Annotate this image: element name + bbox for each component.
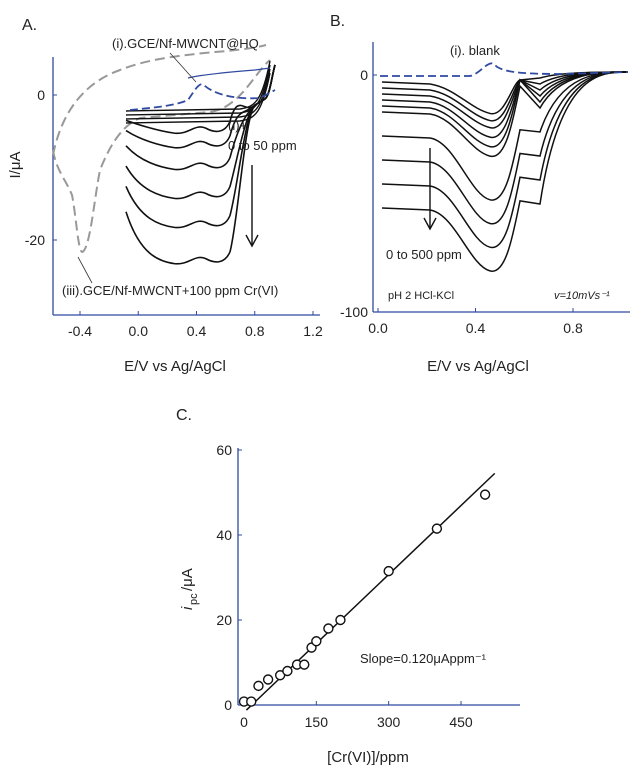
panel-b-analyte-curve bbox=[381, 71, 629, 249]
panel-a-legend-iii-pointer bbox=[77, 256, 93, 284]
panel-c-slope-note: Slope=0.120μAppm⁻¹ bbox=[360, 651, 487, 666]
panel-b-curves bbox=[380, 62, 629, 272]
panel-c-y-label-unit: /μA bbox=[179, 568, 196, 591]
panel-b-annot-scanrate: v=10mVs⁻¹ bbox=[554, 290, 610, 302]
panel-a-curves bbox=[52, 44, 276, 265]
panel-a-annot-i-plus: (i)+ bbox=[228, 118, 247, 133]
panel-b-analyte-curve bbox=[381, 71, 629, 225]
panel-a-x-tick-label: -0.4 bbox=[68, 323, 92, 339]
panel-a-y-tick-label: 0 bbox=[37, 87, 45, 103]
panel-b-blank-curve bbox=[380, 62, 629, 77]
panel-c-data-point bbox=[253, 680, 264, 692]
panel-b-label: B. bbox=[330, 13, 345, 30]
panel-c-data-point bbox=[383, 565, 394, 577]
panel-a-x-tick-label: 0.8 bbox=[245, 323, 265, 339]
panel-a-arrow-head bbox=[245, 234, 259, 248]
panel-b-annot-range: 0 to 500 ppm bbox=[386, 247, 462, 262]
panel-a-x-tick-label: 0.0 bbox=[129, 323, 149, 339]
panel-b-legend-blank: (i). blank bbox=[450, 43, 500, 58]
panel-c-data-point bbox=[262, 674, 274, 685]
panel-c-y-tick-label: 40 bbox=[216, 527, 232, 543]
panel-a-hq-solid bbox=[187, 67, 271, 79]
panel-c-y-label: i pc /μA bbox=[179, 568, 200, 610]
panel-b-arrow-head bbox=[423, 217, 437, 231]
panel-c-x-tick-label: 0 bbox=[240, 714, 248, 730]
panel-b-x-tick-label: 0.0 bbox=[368, 320, 388, 336]
panel-b-annot-ph: pH 2 HCl-KCl bbox=[388, 290, 454, 302]
panel-a-cr-curve bbox=[52, 44, 267, 156]
panel-b-x-label: E/V vs Ag/AgCl bbox=[427, 358, 529, 375]
panel-c-data-point bbox=[311, 636, 322, 647]
panel-b-analyte-curve bbox=[381, 71, 629, 157]
panel-b-analyte-curve bbox=[381, 71, 629, 272]
panel-a-x-label: E/V vs Ag/AgCl bbox=[124, 358, 226, 375]
panel-a-legend-i-pointer bbox=[169, 52, 197, 83]
panel-a-legend-iii: (iii).GCE/Nf-MWCNT+100 ppm Cr(VI) bbox=[62, 283, 278, 298]
panel-a: A. -0.4 0.0 0.4 0.8 1.2 0 -20 E/V vs Ag/AgCl I… bbox=[7, 17, 323, 375]
panel-c-data-point bbox=[299, 659, 310, 670]
panel-c-data-point bbox=[323, 623, 334, 634]
panel-a-annot-range: 0 to 50 ppm bbox=[228, 138, 297, 153]
panel-c-data-point bbox=[431, 523, 443, 534]
panel-a-analyte-curve bbox=[125, 64, 276, 265]
panel-b-ticks: 0.0 0.4 0.8 0 -100 bbox=[340, 67, 583, 336]
panel-c-x-tick-label: 450 bbox=[449, 714, 473, 730]
panel-c-y-tick-label: 60 bbox=[216, 442, 232, 458]
panel-a-analyte-baseline bbox=[125, 68, 271, 120]
panel-c: C. 0 150 300 450 0 20 40 60 [Cr(VI)]/ppm i pc /… bbox=[176, 407, 520, 766]
panel-a-cr-curve bbox=[52, 59, 271, 254]
panel-c-data-point bbox=[282, 665, 293, 677]
panel-c-x-label: [Cr(VI)]/ppm bbox=[327, 749, 409, 766]
panel-c-x-tick-label: 150 bbox=[305, 714, 329, 730]
panel-a-analyte-baseline bbox=[125, 64, 271, 116]
panel-c-data-point bbox=[479, 489, 491, 500]
panel-a-hq-curve bbox=[129, 83, 276, 111]
panel-a-x-tick-label: 1.2 bbox=[303, 323, 323, 339]
panel-c-ticks: 0 150 300 450 0 20 40 60 bbox=[216, 442, 472, 730]
panel-a-analyte-baseline bbox=[125, 60, 271, 112]
panel-a-x-tick-label: 0.4 bbox=[187, 323, 207, 339]
panel-c-y-tick-label: 20 bbox=[216, 612, 232, 628]
panel-a-label: A. bbox=[22, 17, 37, 34]
panel-a-y-label: I/μA bbox=[7, 152, 24, 179]
panel-c-y-label-sub: pc bbox=[188, 593, 200, 605]
panel-a-analyte-baseline bbox=[125, 72, 271, 124]
panel-b-y-tick-label: -100 bbox=[340, 304, 368, 320]
panel-c-plot bbox=[238, 472, 496, 711]
panel-c-label: C. bbox=[176, 407, 192, 424]
panel-b-x-tick-label: 0.4 bbox=[466, 320, 486, 336]
panel-a-ticks: -0.4 0.0 0.4 0.8 1.2 0 -20 bbox=[25, 87, 323, 339]
panel-b-y-tick-label: 0 bbox=[360, 67, 368, 83]
panel-a-y-tick-label: -20 bbox=[25, 232, 45, 248]
panel-c-y-tick-label: 0 bbox=[224, 697, 232, 713]
panel-b: B. 0.0 0.4 0.8 0 -100 E/V vs Ag/AgCl (i). bl… bbox=[330, 13, 630, 375]
panel-c-x-tick-label: 300 bbox=[377, 714, 401, 730]
panel-c-data-point bbox=[335, 614, 346, 626]
panel-c-data-point bbox=[246, 696, 257, 707]
panel-b-analyte-curve bbox=[381, 71, 629, 201]
panel-c-y-label-main: i bbox=[179, 606, 196, 610]
panel-b-x-tick-label: 0.8 bbox=[563, 320, 583, 336]
panel-a-legend-i: (i).GCE/Nf-MWCNT@HQ bbox=[112, 36, 259, 51]
